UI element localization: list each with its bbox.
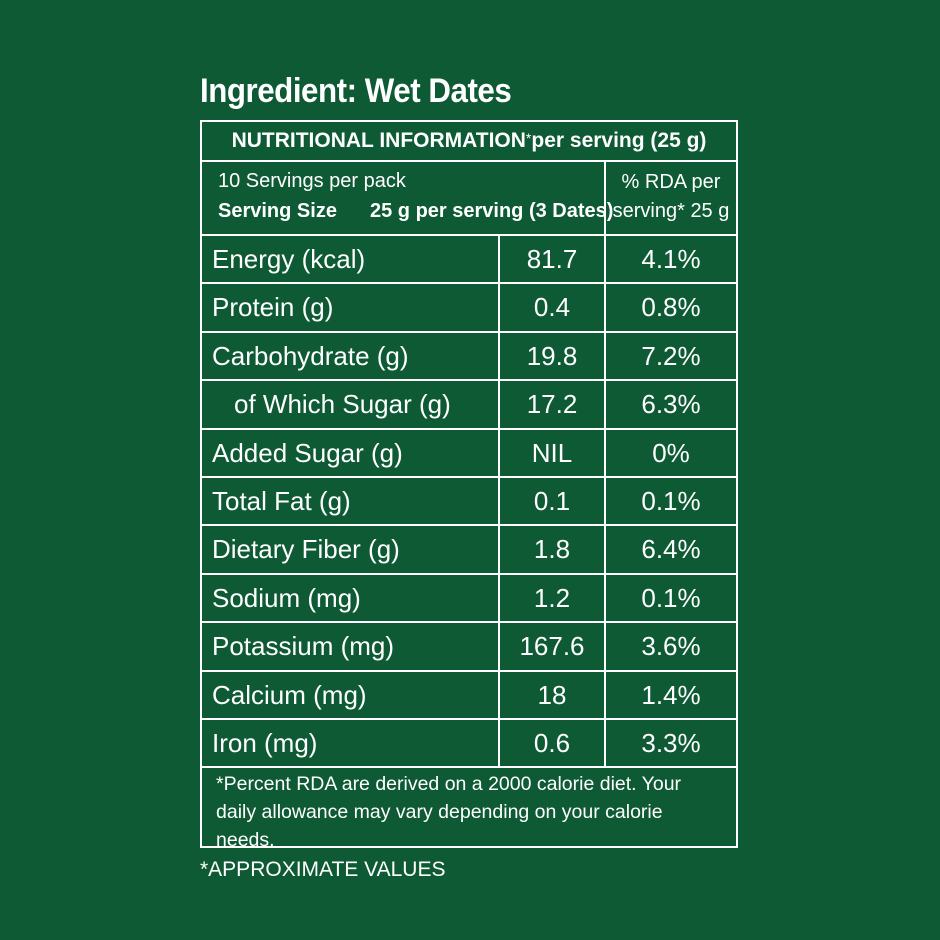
serving-size-label: Serving Size — [218, 200, 337, 222]
nutrient-rda: 6.3% — [641, 389, 701, 420]
servings-per-pack: 10 Servings per pack — [218, 170, 406, 192]
nutrient-name: Potassium (mg) — [212, 631, 395, 662]
rda-footnote: *Percent RDA are derived on a 2000 calor… — [216, 773, 682, 851]
nutrient-value: 17.2 — [498, 381, 606, 428]
nutrient-value: 1.8 — [498, 526, 606, 573]
nutrient-rows: Energy (kcal) 81.7 4.1% Protein (g) 0.4 … — [202, 236, 736, 769]
nutrition-table: NUTRITIONAL INFORMATION * per serving (25… — [200, 120, 738, 851]
nutrient-value: 81.7 — [498, 236, 606, 283]
nutrient-name: Iron (mg) — [212, 727, 318, 758]
nutrient-name: Sodium (mg) — [212, 582, 361, 613]
nutrient-name: Carbohydrate (g) — [212, 340, 409, 371]
nutrient-name: of Which Sugar (g) — [234, 389, 451, 420]
nutrient-rda: 7.2% — [641, 340, 701, 371]
table-row: Energy (kcal) 81.7 4.1% — [202, 236, 736, 285]
nutrient-name: Energy (kcal) — [212, 244, 366, 274]
rda-header-line2: serving* 25 g — [612, 200, 730, 222]
table-row: Total Fat (g) 0.1 0.1% — [202, 477, 736, 527]
table-row: Sodium (mg) 1.2 0.1% — [202, 574, 736, 624]
nutrient-value: NIL — [498, 429, 606, 476]
nutrient-rda: 0.1% — [641, 582, 701, 613]
nutrient-value: 167.6 — [498, 623, 606, 670]
nutrient-value: 0.6 — [498, 719, 606, 767]
table-row: Potassium (mg) 167.6 3.6% — [202, 623, 736, 672]
header-asterisk: * — [525, 130, 532, 146]
table-row: Iron (mg) 0.6 3.3% — [202, 719, 736, 769]
serving-info-row: 10 Servings per pack Serving Size 25 g p… — [202, 162, 736, 236]
nutrient-rda: 3.3% — [641, 727, 701, 758]
nutrient-rda: 4.1% — [641, 244, 701, 274]
nutrient-rda: 6.4% — [641, 534, 701, 565]
table-row: Added Sugar (g) NIL 0% — [202, 429, 736, 478]
nutrient-name: Dietary Fiber (g) — [212, 534, 400, 565]
serving-info: 10 Servings per pack Serving Size 25 g p… — [202, 162, 613, 234]
nutrient-value: 18 — [498, 671, 606, 718]
nutrient-rda: 0.8% — [641, 292, 701, 323]
approximate-values-note: *APPROXIMATE VALUES — [200, 858, 446, 881]
nutrient-name: Protein (g) — [212, 292, 334, 323]
nutrient-name: Total Fat (g) — [212, 485, 351, 516]
header-title: NUTRITIONAL INFORMATION — [231, 129, 526, 152]
nutrient-rda: 3.6% — [641, 631, 701, 662]
rda-header-line1: % RDA per — [621, 171, 721, 193]
nutrient-rda: 1.4% — [641, 679, 701, 710]
nutrient-name: Calcium (mg) — [212, 679, 367, 710]
table-row: Calcium (mg) 18 1.4% — [202, 671, 736, 720]
table-row: Dietary Fiber (g) 1.8 6.4% — [202, 526, 736, 575]
header-per-serving: per serving (25 g) — [531, 129, 707, 152]
nutrient-rda: 0% — [652, 437, 690, 468]
nutrient-value: 0.4 — [498, 284, 606, 331]
serving-size-value: 25 g per serving (3 Dates) — [370, 200, 614, 222]
table-row: Protein (g) 0.4 0.8% — [202, 284, 736, 333]
rda-column-header: % RDA per serving* 25 g — [606, 162, 736, 234]
nutrient-value: 1.2 — [498, 574, 606, 622]
nutrient-rda: 0.1% — [641, 485, 701, 516]
table-row: Carbohydrate (g) 19.8 7.2% — [202, 332, 736, 382]
table-header: NUTRITIONAL INFORMATION * per serving (25… — [202, 122, 736, 162]
table-row: of Which Sugar (g) 17.2 6.3% — [202, 381, 736, 430]
nutrient-name: Added Sugar (g) — [212, 437, 403, 468]
nutrient-value: 19.8 — [498, 332, 606, 380]
nutrient-value: 0.1 — [498, 477, 606, 525]
page-title: Ingredient: Wet Dates — [200, 72, 512, 110]
